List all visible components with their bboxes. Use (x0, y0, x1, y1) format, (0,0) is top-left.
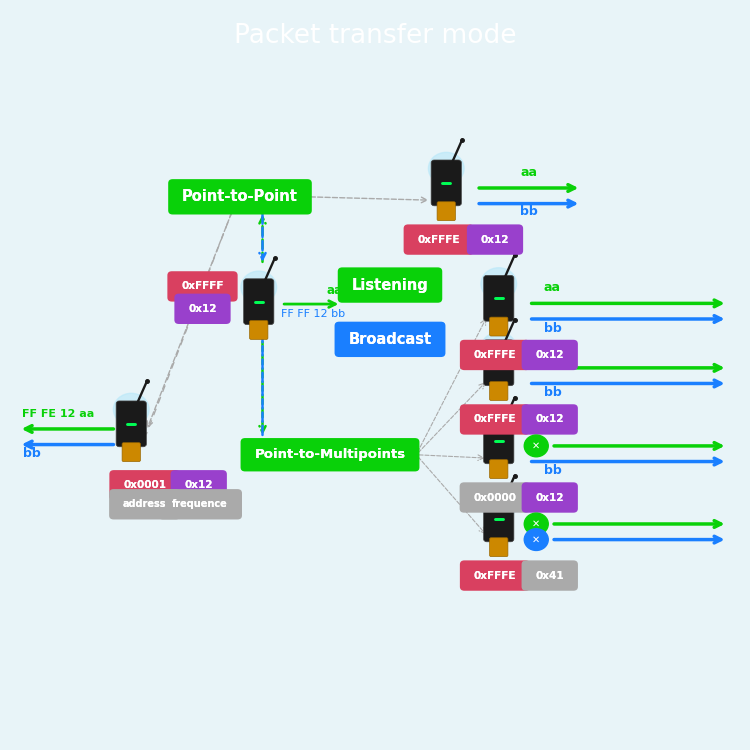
FancyBboxPatch shape (490, 460, 508, 478)
FancyBboxPatch shape (167, 272, 238, 302)
Text: 0x0001: 0x0001 (123, 480, 166, 490)
Text: 0x0001: 0x0001 (123, 480, 166, 490)
Text: bb: bb (544, 464, 562, 478)
Text: ✕: ✕ (532, 519, 540, 529)
Text: Point-to-Multipoints: Point-to-Multipoints (254, 448, 406, 461)
Circle shape (113, 393, 149, 425)
FancyBboxPatch shape (522, 340, 578, 370)
Text: 0xFFFE: 0xFFFE (474, 350, 516, 360)
Text: 0xFFFE: 0xFFFE (474, 571, 516, 580)
Circle shape (524, 513, 548, 535)
Text: 0x0000: 0x0000 (473, 493, 517, 502)
Text: address: address (123, 500, 166, 509)
Text: Point-to-Point: Point-to-Point (182, 189, 298, 204)
Text: 0x12: 0x12 (188, 304, 217, 313)
FancyBboxPatch shape (171, 470, 226, 500)
Circle shape (481, 488, 517, 520)
Text: 0xFFFF: 0xFFFF (182, 281, 224, 292)
Circle shape (524, 529, 548, 550)
Circle shape (481, 268, 517, 300)
Text: 0x12: 0x12 (536, 350, 564, 360)
FancyBboxPatch shape (490, 382, 508, 400)
FancyBboxPatch shape (158, 489, 242, 520)
FancyBboxPatch shape (460, 404, 530, 435)
Text: Listening: Listening (352, 278, 428, 292)
FancyBboxPatch shape (460, 482, 530, 513)
Text: bb: bb (544, 386, 562, 399)
Circle shape (481, 332, 517, 364)
FancyBboxPatch shape (431, 160, 461, 206)
Text: 0xFFFE: 0xFFFE (418, 235, 460, 244)
Text: Broadcast: Broadcast (349, 332, 431, 346)
FancyBboxPatch shape (460, 340, 530, 370)
Text: FF FE 12 aa: FF FE 12 aa (22, 410, 94, 419)
Circle shape (481, 410, 517, 442)
Text: 0x41: 0x41 (536, 571, 564, 580)
Circle shape (241, 271, 277, 304)
FancyBboxPatch shape (484, 418, 514, 464)
Circle shape (428, 152, 464, 184)
Text: Point-to-Point: Point-to-Point (182, 189, 298, 204)
Text: 0x12: 0x12 (481, 235, 509, 244)
FancyBboxPatch shape (521, 560, 578, 591)
Text: 0xFFFE: 0xFFFE (474, 415, 516, 424)
Text: frequence: frequence (172, 500, 228, 509)
Text: 0xFFFF: 0xFFFF (182, 281, 224, 292)
Text: FF FF 12 bb: FF FF 12 bb (281, 309, 345, 319)
Text: Point-to-Multipoints: Point-to-Multipoints (254, 448, 406, 461)
Text: 0xFFFE: 0xFFFE (474, 350, 516, 360)
FancyBboxPatch shape (122, 442, 140, 461)
Text: frequence: frequence (172, 500, 228, 509)
FancyBboxPatch shape (241, 438, 419, 472)
FancyBboxPatch shape (110, 470, 180, 500)
Text: 0x12: 0x12 (536, 415, 564, 424)
FancyBboxPatch shape (490, 317, 508, 336)
Text: 0x12: 0x12 (184, 480, 213, 490)
FancyBboxPatch shape (334, 322, 446, 357)
FancyBboxPatch shape (109, 489, 180, 520)
Text: bb: bb (22, 448, 40, 460)
Text: 0x12: 0x12 (188, 304, 217, 313)
Text: ✕: ✕ (532, 441, 540, 451)
Text: Listening: Listening (352, 278, 428, 292)
Text: Packet transfer mode: Packet transfer mode (234, 22, 516, 49)
FancyBboxPatch shape (338, 267, 442, 303)
Text: aa: aa (544, 281, 561, 294)
FancyBboxPatch shape (404, 224, 474, 255)
FancyBboxPatch shape (437, 202, 455, 220)
Text: 0x12: 0x12 (536, 415, 564, 424)
FancyBboxPatch shape (116, 401, 146, 447)
Text: bb: bb (544, 322, 562, 335)
Text: aa: aa (520, 166, 537, 179)
FancyBboxPatch shape (484, 496, 514, 542)
Circle shape (524, 435, 548, 457)
FancyBboxPatch shape (460, 560, 530, 591)
Text: 0x12: 0x12 (536, 350, 564, 360)
Text: 0x12: 0x12 (536, 493, 564, 502)
Text: bb: bb (520, 206, 538, 218)
Text: Broadcast: Broadcast (349, 332, 431, 346)
Text: address: address (123, 500, 166, 509)
FancyBboxPatch shape (174, 294, 230, 324)
Text: 0xFFFE: 0xFFFE (474, 571, 516, 580)
FancyBboxPatch shape (244, 279, 274, 325)
FancyBboxPatch shape (522, 482, 578, 513)
FancyBboxPatch shape (522, 404, 578, 435)
Text: 0x41: 0x41 (536, 571, 564, 580)
Text: 0x12: 0x12 (536, 493, 564, 502)
FancyBboxPatch shape (484, 275, 514, 321)
FancyBboxPatch shape (484, 340, 514, 386)
Text: aa: aa (544, 346, 561, 358)
Text: 0x12: 0x12 (481, 235, 509, 244)
Text: 0xFFFE: 0xFFFE (418, 235, 460, 244)
FancyBboxPatch shape (250, 320, 268, 340)
Text: ✕: ✕ (532, 535, 540, 544)
FancyBboxPatch shape (466, 224, 524, 255)
Text: 0xFFFE: 0xFFFE (474, 415, 516, 424)
Text: 0x0000: 0x0000 (473, 493, 517, 502)
FancyBboxPatch shape (168, 179, 312, 214)
Text: 0x12: 0x12 (184, 480, 213, 490)
Text: aa: aa (326, 284, 342, 297)
FancyBboxPatch shape (490, 538, 508, 556)
